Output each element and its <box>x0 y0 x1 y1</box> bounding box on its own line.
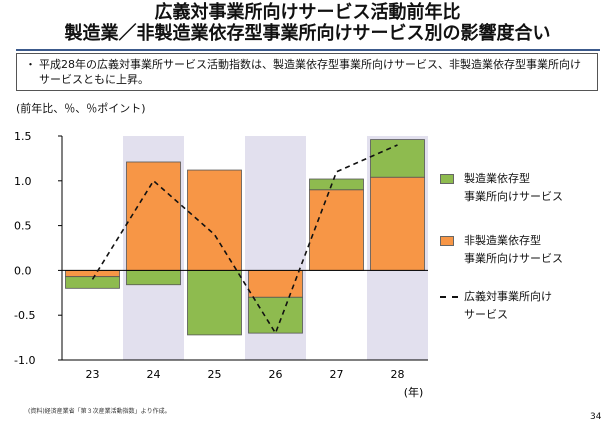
bar-manufacturing-26 <box>248 296 303 334</box>
legend-item-non-manufacturing: 非製造業依存型 事業所向けサービス <box>440 232 615 268</box>
total-dashed-line <box>91 144 398 335</box>
summary-box: ・ 平成28年の広義対事業所サービス活動指数は、製造業依存型事業所向けサービス、… <box>16 53 598 91</box>
bar-manufacturing-23 <box>65 276 120 289</box>
legend-label-total-line: 広義対事業所向け サービス <box>464 290 552 321</box>
bar-manufacturing-27 <box>309 178 364 191</box>
x-tick-label-27: 27 <box>330 368 344 381</box>
chart-title-line1: 広義対事業所向けサービス活動前年比 <box>154 2 461 23</box>
x-tick-label-24: 24 <box>147 368 161 381</box>
x-tick-label-23: 23 <box>86 368 100 381</box>
y-unit-label: (前年比、％、％ポイント) <box>16 102 146 115</box>
bar-manufacturing-24 <box>126 269 181 286</box>
y-tick-label: 0.0 <box>14 264 32 277</box>
y-tick-label: 1.0 <box>14 175 32 188</box>
bar-non-manufacturing-28 <box>370 176 425 271</box>
summary-text: 平成28年の広義対事業所サービス活動指数は、製造業依存型事業所向けサービス、非製… <box>39 58 581 86</box>
bar-non-manufacturing-27 <box>309 189 364 271</box>
bar-manufacturing-25 <box>187 269 242 336</box>
legend-label-non-manufacturing: 非製造業依存型 事業所向けサービス <box>464 234 563 265</box>
page-number: 34 <box>590 412 602 422</box>
bar-non-manufacturing-23 <box>65 269 120 278</box>
legend-label-manufacturing: 製造業依存型 事業所向けサービス <box>464 172 563 203</box>
bar-manufacturing-28 <box>370 139 425 178</box>
legend-item-manufacturing: 製造業依存型 事業所向けサービス <box>440 170 615 206</box>
y-tick-label: -0.5 <box>14 309 35 322</box>
y-tick-label: -1.0 <box>14 354 35 367</box>
summary-bullet: ・ <box>25 58 36 71</box>
bar-non-manufacturing-24 <box>126 161 181 271</box>
y-tick-label: 1.5 <box>14 130 32 143</box>
x-tick-label-25: 25 <box>208 368 222 381</box>
x-tick-label-26: 26 <box>269 368 283 381</box>
legend-item-total-line: 広義対事業所向け サービス <box>440 288 615 324</box>
legend-dash-line <box>440 296 458 298</box>
x-tick-label-28: 28 <box>391 368 405 381</box>
legend-swatch-non-manufacturing <box>440 236 454 246</box>
bar-non-manufacturing-26 <box>248 269 303 298</box>
x-unit-label: (年) <box>404 385 424 399</box>
title-rule <box>16 49 600 51</box>
chart-title-line2: 製造業／非製造業依存型事業所向けサービス別の影響度合い <box>64 23 551 44</box>
source-note: (資料)経済産業省「第３次産業活動指数」より作成。 <box>28 408 171 415</box>
bar-non-manufacturing-25 <box>187 169 242 271</box>
legend-swatch-manufacturing <box>440 174 454 184</box>
y-tick-label: 0.5 <box>14 220 32 233</box>
